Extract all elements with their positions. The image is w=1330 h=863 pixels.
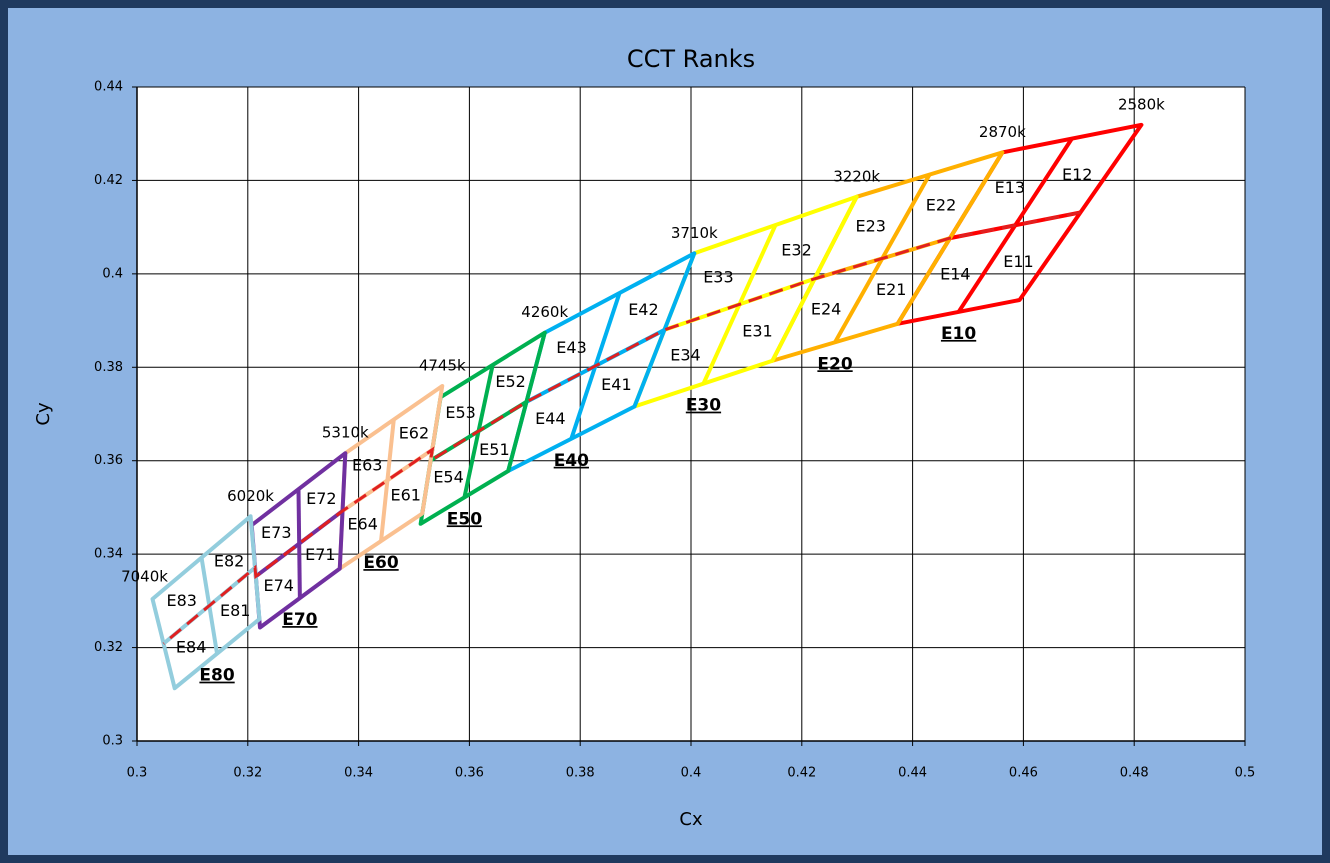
bin-label: E63 <box>352 456 382 475</box>
y-tick-label: 0.44 <box>94 80 123 95</box>
chart-title: CCT Ranks <box>627 45 755 73</box>
bin-label: E43 <box>556 338 586 357</box>
bin-label: E61 <box>391 486 421 505</box>
x-tick-label: 0.46 <box>1009 766 1038 781</box>
cct-label: 3220k <box>833 167 880 185</box>
bin-label: E64 <box>347 515 377 534</box>
bin-label: E71 <box>305 545 335 564</box>
bin-label: E51 <box>479 440 509 459</box>
cct-label: 5310k <box>322 424 369 442</box>
x-tick-label: 0.3 <box>127 766 148 781</box>
x-tick-label: 0.36 <box>455 766 484 781</box>
bin-label: E34 <box>670 346 700 365</box>
bin-label: E24 <box>811 300 841 319</box>
bin-label: E54 <box>433 468 463 487</box>
group-label: E80 <box>199 666 234 686</box>
x-tick-label: 0.42 <box>787 766 816 781</box>
bin-label: E21 <box>876 280 906 299</box>
cct-label: 7040k <box>121 567 168 585</box>
bin-label: E62 <box>399 423 429 442</box>
bin-label: E32 <box>781 241 811 260</box>
bin-label: E12 <box>1062 165 1092 184</box>
cct-label: 4745k <box>419 356 466 374</box>
bin-label: E41 <box>601 375 631 394</box>
y-axis-label: Cy <box>33 402 54 426</box>
x-tick-label: 0.44 <box>898 766 927 781</box>
x-axis-label: Cx <box>679 809 703 830</box>
group-label: E20 <box>817 354 852 374</box>
bin-label: E84 <box>176 637 206 656</box>
x-tick-label: 0.34 <box>344 766 373 781</box>
bin-label: E73 <box>261 523 291 542</box>
bin-label: E11 <box>1003 252 1033 271</box>
group-label: E40 <box>554 451 589 471</box>
group-label: E60 <box>363 553 398 573</box>
y-tick-label: 0.3 <box>102 734 123 749</box>
bin-label: E74 <box>263 576 293 595</box>
bin-label: E14 <box>940 264 970 283</box>
y-tick-label: 0.36 <box>94 453 123 468</box>
bin-label: E23 <box>856 217 886 236</box>
x-tick-label: 0.4 <box>681 766 702 781</box>
cct-label: 2580k <box>1118 95 1165 113</box>
bin-outline <box>418 330 547 526</box>
bin-label: E44 <box>535 409 565 428</box>
cct-label: 4260k <box>521 303 568 321</box>
bin-label: E83 <box>167 591 197 610</box>
bin-label: E81 <box>220 601 250 620</box>
bin-label: E33 <box>703 268 733 287</box>
group-label: E10 <box>941 324 976 344</box>
group-label: E70 <box>282 610 317 630</box>
bin-label: E13 <box>995 178 1025 197</box>
bin-label: E53 <box>445 403 475 422</box>
x-tick-label: 0.5 <box>1235 766 1256 781</box>
bin-label: E42 <box>628 300 658 319</box>
cct-label: 6020k <box>227 487 274 505</box>
x-tick-label: 0.32 <box>233 766 262 781</box>
locus <box>162 210 1081 645</box>
y-tick-label: 0.32 <box>94 640 123 655</box>
bin-outline <box>249 451 348 630</box>
bin-label: E22 <box>926 195 956 214</box>
group-label: E30 <box>686 396 721 416</box>
bin-label: E82 <box>214 551 244 570</box>
bin-outline <box>150 514 262 691</box>
y-tick-label: 0.34 <box>94 547 123 562</box>
y-tick-label: 0.38 <box>94 360 123 375</box>
cct-label: 3710k <box>671 224 718 242</box>
bin-label: E72 <box>306 489 336 508</box>
x-tick-label: 0.38 <box>566 766 595 781</box>
bin-label: E52 <box>495 372 525 391</box>
group-label: E50 <box>447 509 482 529</box>
y-tick-label: 0.42 <box>94 173 123 188</box>
bin-label: E31 <box>742 321 772 340</box>
cct-label: 2870k <box>979 123 1026 141</box>
y-tick-label: 0.4 <box>102 266 123 281</box>
x-tick-label: 0.48 <box>1120 766 1149 781</box>
